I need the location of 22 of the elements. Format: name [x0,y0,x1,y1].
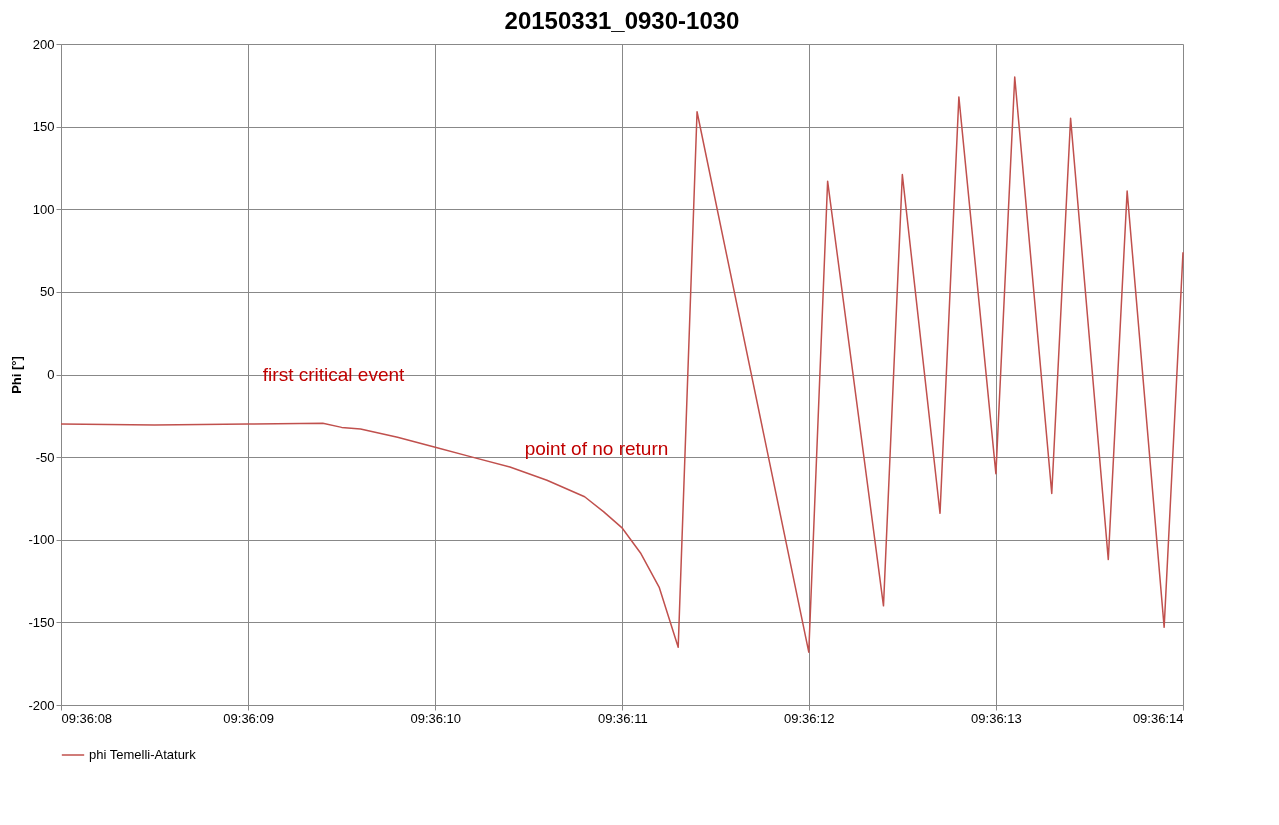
x-tick-label: 09:36:13 [971,710,1022,726]
x-tick-label: 09:36:14 [1132,710,1184,726]
legend-label: phi Temelli-Ataturk [89,747,197,762]
y-tick-label: 200 [32,36,55,52]
y-tick-label: -150 [28,614,55,630]
x-tick-label: 09:36:10 [410,710,462,726]
annotation: first critical event [262,364,406,386]
y-tick-label: 50 [40,284,55,300]
x-tick-label: 09:36:09 [223,710,274,726]
annotation: point of no return [524,437,669,459]
x-tick-label: 09:36:08 [61,710,113,726]
y-tick-label: 100 [32,201,55,217]
y-tick-label: 150 [32,119,55,135]
y-axis-title: Phi [°] [9,356,25,394]
y-tick-label: -100 [28,532,55,548]
line-series [60,76,1184,653]
y-tick-label: 0 [47,367,55,382]
x-tick-label: 09:36:12 [783,710,835,726]
y-tick-label: -50 [35,449,55,465]
y-tick-label: -200 [28,697,55,713]
chart-title: 20150331_0930-1030 [504,7,740,34]
x-tick-label: 09:36:11 [598,710,648,726]
